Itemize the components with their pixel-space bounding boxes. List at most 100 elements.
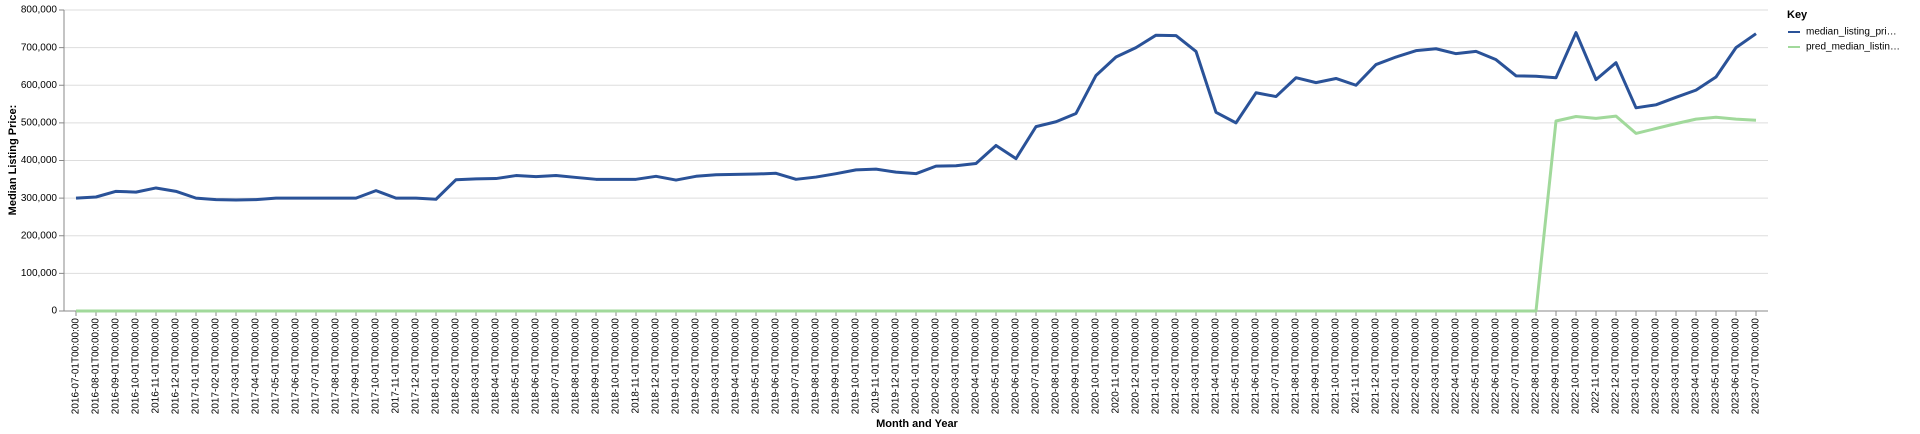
y-tick-label: 200,000 bbox=[21, 230, 58, 241]
x-tick-label: 2020-08-01T00:00:00 bbox=[1051, 318, 1062, 415]
x-tick-label: 2021-12-01T00:00:00 bbox=[1371, 318, 1382, 415]
x-tick-label: 2019-05-01T00:00:00 bbox=[751, 318, 762, 415]
x-tick-label: 2021-08-01T00:00:00 bbox=[1291, 318, 1302, 415]
x-tick-label: 2016-12-01T00:00:00 bbox=[171, 318, 182, 415]
legend-label: pred_median_listin… bbox=[1806, 42, 1900, 53]
x-tick-label: 2020-09-01T00:00:00 bbox=[1071, 318, 1082, 415]
y-tick-label: 0 bbox=[51, 306, 57, 317]
x-tick-label: 2020-03-01T00:00:00 bbox=[951, 318, 962, 415]
x-tick-label: 2020-01-01T00:00:00 bbox=[911, 318, 922, 415]
x-tick-label: 2018-09-01T00:00:00 bbox=[591, 318, 602, 415]
x-tick-label: 2017-05-01T00:00:00 bbox=[271, 318, 282, 415]
x-tick-label: 2022-10-01T00:00:00 bbox=[1571, 318, 1582, 415]
x-tick-label: 2019-09-01T00:00:00 bbox=[831, 318, 842, 415]
x-tick-label: 2022-04-01T00:00:00 bbox=[1451, 318, 1462, 415]
x-tick-label: 2021-05-01T00:00:00 bbox=[1231, 318, 1242, 415]
x-tick-label: 2018-02-01T00:00:00 bbox=[451, 318, 462, 415]
legend-label: median_listing_pri… bbox=[1806, 27, 1897, 38]
x-tick-label: 2023-07-01T00:00:00 bbox=[1751, 318, 1762, 415]
x-tick-label: 2022-06-01T00:00:00 bbox=[1491, 318, 1502, 415]
x-tick-label: 2019-06-01T00:00:00 bbox=[771, 318, 782, 415]
y-tick-label: 800,000 bbox=[21, 5, 58, 16]
x-tick-label: 2017-04-01T00:00:00 bbox=[251, 318, 262, 415]
y-tick-label: 600,000 bbox=[21, 80, 58, 91]
y-tick-label: 100,000 bbox=[21, 268, 58, 279]
x-tick-label: 2018-06-01T00:00:00 bbox=[531, 318, 542, 415]
x-tick-label: 2020-10-01T00:00:00 bbox=[1091, 318, 1102, 415]
x-tick-label: 2018-01-01T00:00:00 bbox=[431, 318, 442, 415]
x-tick-label: 2022-12-01T00:00:00 bbox=[1611, 318, 1622, 415]
x-tick-label: 2021-03-01T00:00:00 bbox=[1191, 318, 1202, 415]
x-tick-label: 2016-07-01T00:00:00 bbox=[71, 318, 82, 415]
x-tick-label: 2016-09-01T00:00:00 bbox=[111, 318, 122, 415]
x-tick-label: 2021-06-01T00:00:00 bbox=[1251, 318, 1262, 415]
x-tick-label: 2022-11-01T00:00:00 bbox=[1591, 318, 1602, 414]
x-tick-label: 2019-03-01T00:00:00 bbox=[711, 318, 722, 415]
x-tick-label: 2020-06-01T00:00:00 bbox=[1011, 318, 1022, 415]
x-tick-label: 2019-10-01T00:00:00 bbox=[851, 318, 862, 415]
x-tick-label: 2023-06-01T00:00:00 bbox=[1731, 318, 1742, 415]
x-tick-label: 2016-11-01T00:00:00 bbox=[151, 318, 162, 414]
x-tick-label: 2022-05-01T00:00:00 bbox=[1471, 318, 1482, 415]
x-tick-label: 2023-04-01T00:00:00 bbox=[1691, 318, 1702, 415]
x-tick-label: 2017-11-01T00:00:00 bbox=[391, 318, 402, 414]
x-tick-label: 2021-11-01T00:00:00 bbox=[1351, 318, 1362, 414]
x-tick-label: 2021-02-01T00:00:00 bbox=[1171, 318, 1182, 415]
x-tick-label: 2018-10-01T00:00:00 bbox=[611, 318, 622, 415]
x-tick-label: 2018-04-01T00:00:00 bbox=[491, 318, 502, 415]
x-tick-label: 2018-12-01T00:00:00 bbox=[651, 318, 662, 415]
x-tick-label: 2021-10-01T00:00:00 bbox=[1331, 318, 1342, 415]
y-tick-label: 500,000 bbox=[21, 118, 58, 129]
x-tick-label: 2017-03-01T00:00:00 bbox=[231, 318, 242, 415]
x-tick-label: 2016-10-01T00:00:00 bbox=[131, 318, 142, 415]
x-tick-label: 2023-02-01T00:00:00 bbox=[1651, 318, 1662, 415]
x-tick-label: 2022-07-01T00:00:00 bbox=[1511, 318, 1522, 415]
x-tick-label: 2023-01-01T00:00:00 bbox=[1631, 318, 1642, 415]
x-tick-label: 2018-07-01T00:00:00 bbox=[551, 318, 562, 415]
x-tick-label: 2016-08-01T00:00:00 bbox=[91, 318, 102, 415]
x-tick-label: 2018-05-01T00:00:00 bbox=[511, 318, 522, 415]
x-tick-label: 2019-08-01T00:00:00 bbox=[811, 318, 822, 415]
y-tick-label: 300,000 bbox=[21, 193, 58, 204]
x-tick-label: 2017-09-01T00:00:00 bbox=[351, 318, 362, 415]
x-tick-label: 2021-09-01T00:00:00 bbox=[1311, 318, 1322, 415]
x-tick-label: 2022-02-01T00:00:00 bbox=[1411, 318, 1422, 415]
x-tick-label: 2018-11-01T00:00:00 bbox=[631, 318, 642, 414]
x-tick-label: 2020-07-01T00:00:00 bbox=[1031, 318, 1042, 415]
x-tick-label: 2021-04-01T00:00:00 bbox=[1211, 318, 1222, 415]
x-tick-label: 2019-04-01T00:00:00 bbox=[731, 318, 742, 415]
y-tick-label: 400,000 bbox=[21, 155, 58, 166]
x-tick-label: 2017-01-01T00:00:00 bbox=[191, 318, 202, 415]
x-tick-label: 2022-09-01T00:00:00 bbox=[1551, 318, 1562, 415]
x-tick-label: 2017-08-01T00:00:00 bbox=[331, 318, 342, 415]
x-tick-label: 2021-07-01T00:00:00 bbox=[1271, 318, 1282, 415]
legend-title: Key bbox=[1787, 9, 1808, 21]
x-tick-label: 2019-07-01T00:00:00 bbox=[791, 318, 802, 415]
x-axis-title: Month and Year bbox=[876, 418, 958, 430]
x-tick-label: 2019-02-01T00:00:00 bbox=[691, 318, 702, 415]
x-tick-label: 2020-05-01T00:00:00 bbox=[991, 318, 1002, 415]
x-tick-label: 2021-01-01T00:00:00 bbox=[1151, 318, 1162, 415]
x-tick-label: 2017-07-01T00:00:00 bbox=[311, 318, 322, 415]
x-tick-label: 2020-04-01T00:00:00 bbox=[971, 318, 982, 415]
x-tick-label: 2022-08-01T00:00:00 bbox=[1531, 318, 1542, 415]
y-axis-title: Median Listing Price: bbox=[7, 105, 19, 216]
x-tick-label: 2020-12-01T00:00:00 bbox=[1131, 318, 1142, 415]
x-tick-label: 2023-03-01T00:00:00 bbox=[1671, 318, 1682, 415]
x-tick-label: 2022-01-01T00:00:00 bbox=[1391, 318, 1402, 415]
x-tick-label: 2018-08-01T00:00:00 bbox=[571, 318, 582, 415]
line-series bbox=[75, 31, 1757, 202]
x-tick-label: 2017-12-01T00:00:00 bbox=[411, 318, 422, 415]
x-tick-label: 2019-01-01T00:00:00 bbox=[671, 318, 682, 415]
line-series bbox=[76, 114, 1757, 313]
x-tick-label: 2019-11-01T00:00:00 bbox=[871, 318, 882, 414]
x-tick-label: 2019-12-01T00:00:00 bbox=[891, 318, 902, 415]
x-tick-label: 2022-03-01T00:00:00 bbox=[1431, 318, 1442, 415]
x-tick-label: 2020-02-01T00:00:00 bbox=[931, 318, 942, 415]
x-tick-label: 2017-10-01T00:00:00 bbox=[371, 318, 382, 415]
x-tick-label: 2018-03-01T00:00:00 bbox=[471, 318, 482, 415]
x-tick-label: 2020-11-01T00:00:00 bbox=[1111, 318, 1122, 414]
x-tick-label: 2023-05-01T00:00:00 bbox=[1711, 318, 1722, 415]
x-tick-label: 2017-06-01T00:00:00 bbox=[291, 318, 302, 415]
